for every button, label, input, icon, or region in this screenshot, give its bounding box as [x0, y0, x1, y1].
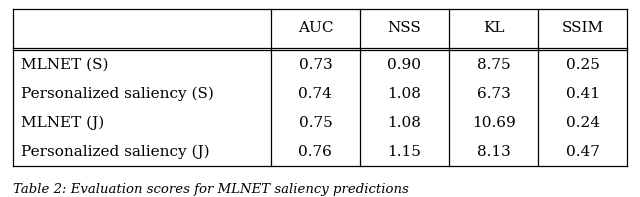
Text: 8.13: 8.13 [477, 145, 511, 159]
Text: 0.75: 0.75 [298, 116, 332, 130]
Text: 0.74: 0.74 [298, 87, 332, 101]
Text: 0.73: 0.73 [298, 58, 332, 72]
Text: SSIM: SSIM [561, 21, 604, 35]
Text: Personalized saliency (J): Personalized saliency (J) [21, 145, 210, 159]
Text: AUC: AUC [298, 21, 333, 35]
Text: 0.41: 0.41 [566, 87, 600, 101]
Text: 0.47: 0.47 [566, 145, 600, 159]
Text: 1.08: 1.08 [388, 87, 421, 101]
Text: 6.73: 6.73 [477, 87, 511, 101]
Text: 10.69: 10.69 [472, 116, 515, 130]
Text: Table 2: Evaluation scores for MLNET saliency predictions: Table 2: Evaluation scores for MLNET sal… [13, 183, 408, 196]
Text: 0.24: 0.24 [566, 116, 600, 130]
Text: 0.76: 0.76 [298, 145, 332, 159]
Text: 0.90: 0.90 [387, 58, 422, 72]
Text: KL: KL [483, 21, 504, 35]
Text: 1.08: 1.08 [388, 116, 421, 130]
Text: 8.75: 8.75 [477, 58, 510, 72]
Text: MLNET (J): MLNET (J) [21, 116, 104, 130]
Text: 1.15: 1.15 [388, 145, 421, 159]
Text: Personalized saliency (S): Personalized saliency (S) [21, 87, 214, 101]
Text: MLNET (S): MLNET (S) [21, 58, 109, 72]
Text: NSS: NSS [388, 21, 421, 35]
Text: 0.25: 0.25 [566, 58, 600, 72]
